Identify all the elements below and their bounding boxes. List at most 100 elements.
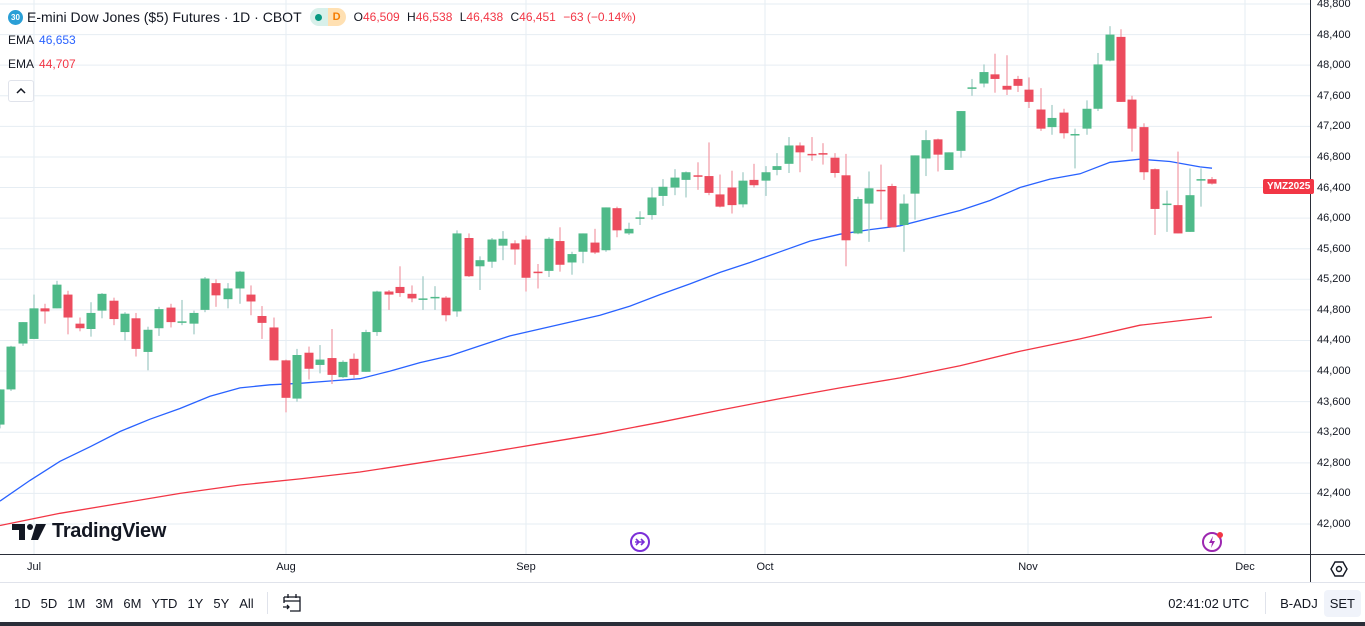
candle-body <box>715 194 725 207</box>
candle-body <box>384 291 394 295</box>
candle-body <box>795 145 805 153</box>
go-to-date-button[interactable] <box>276 589 308 617</box>
range-button-5d[interactable]: 5D <box>40 595 58 611</box>
candle-body <box>647 197 657 216</box>
candle-body <box>304 352 314 369</box>
candle-body <box>109 300 119 320</box>
candle-body <box>967 87 977 89</box>
high-label: H <box>407 10 416 24</box>
close-value: 46,451 <box>519 10 556 24</box>
candle-body <box>189 312 199 324</box>
candle-body <box>361 332 371 372</box>
candle-body <box>211 283 221 296</box>
candle-body <box>430 296 440 299</box>
settings-icon <box>1329 561 1348 577</box>
candle-body <box>223 288 233 300</box>
clock-timezone[interactable]: 02:41:02 UTC <box>1168 595 1250 611</box>
close-label: C <box>510 10 520 24</box>
candle-body <box>1196 179 1206 181</box>
candle-body <box>327 358 337 375</box>
open-label: O <box>353 10 363 24</box>
range-button-6m[interactable]: 6M <box>123 595 142 611</box>
earnings-event-icon[interactable] <box>1201 531 1223 553</box>
range-button-all[interactable]: All <box>239 595 254 611</box>
chart-settings-button[interactable] <box>1310 554 1365 583</box>
price-tick-label: 45,600 <box>1317 242 1351 255</box>
divider <box>1265 592 1267 614</box>
candle-body <box>1150 169 1160 209</box>
time-tick-label: Oct <box>756 561 774 573</box>
bottom-toolbar: 1D 5D 1M 3M 6M YTD 1Y 5Y All 02:41:02 UTC B-ADJ … <box>0 582 1365 623</box>
calendar-goto-icon <box>282 594 301 612</box>
date-range-buttons: 1D 5D 1M 3M 6M YTD 1Y 5Y All <box>9 589 259 617</box>
candle-body <box>567 254 577 263</box>
price-tick-label: 47,600 <box>1317 89 1351 102</box>
range-button-ytd[interactable]: YTD <box>151 595 178 611</box>
candle-body <box>590 242 600 253</box>
candle-body <box>407 293 417 299</box>
tradingview-logo-icon <box>12 523 46 540</box>
range-button-3m[interactable]: 3M <box>95 595 114 611</box>
time-tick-label: Dec <box>1235 561 1255 573</box>
price-tick-label: 46,400 <box>1317 181 1351 194</box>
candle-body <box>876 189 886 192</box>
chevron-up-icon <box>16 88 26 94</box>
range-button-1d[interactable]: 1D <box>14 595 31 611</box>
time-tick-label: Sep <box>516 561 536 573</box>
candle-body <box>990 74 1000 79</box>
collapse-legend-button[interactable] <box>8 80 34 102</box>
price-tick-label: 46,000 <box>1317 212 1351 225</box>
price-tick-label: 43,600 <box>1317 395 1351 408</box>
candle-body <box>338 361 348 378</box>
candle-body <box>1002 85 1012 90</box>
candle-body <box>1116 36 1126 102</box>
candle-body <box>887 186 897 228</box>
dividend-event-icon[interactable] <box>629 531 651 553</box>
time-axis[interactable]: Jul Aug Sep Oct Nov Dec <box>0 554 1310 583</box>
candle-body <box>75 323 85 329</box>
candle-body <box>1185 195 1195 232</box>
candle-body <box>292 355 302 399</box>
ohlc-values: O46,509 H46,538 L46,438 C46,451 −63 (−0.… <box>354 10 640 24</box>
candle-body <box>807 153 817 156</box>
indicator-value: 46,653 <box>39 33 76 47</box>
tradingview-logo[interactable]: TradingView <box>12 520 166 543</box>
price-chart[interactable] <box>0 0 1310 554</box>
candle-body <box>1162 203 1172 206</box>
candle-body <box>349 358 359 375</box>
price-axis[interactable]: 48,800 48,400 48,000 47,600 47,200 46,800 46,4… <box>1310 0 1365 555</box>
candle-body <box>738 180 748 205</box>
candle-body <box>63 294 73 318</box>
candle-body <box>624 228 634 234</box>
low-value: 46,438 <box>466 10 504 24</box>
candle-body <box>1024 89 1034 102</box>
logo-text: TradingView <box>52 520 167 542</box>
candle-body <box>281 360 291 398</box>
ticker-price-tag: YMZ2025 <box>1263 179 1315 194</box>
candle-body <box>899 203 909 225</box>
symbol-logo-icon: 30 <box>8 9 23 25</box>
range-button-1y[interactable]: 1Y <box>187 595 204 611</box>
session-toggle[interactable]: SET <box>1323 589 1361 617</box>
symbol-title[interactable]: E-mini Dow Jones ($5) Futures · 1D · CBO… <box>27 9 302 25</box>
candle-body <box>864 188 874 204</box>
range-button-5y[interactable]: 5Y <box>213 595 230 611</box>
market-status-badge[interactable]: D <box>309 8 346 26</box>
indicator-ema-fast[interactable]: EMA 46,653 <box>8 28 640 52</box>
candle-body <box>1093 64 1103 109</box>
candle-body <box>727 187 737 206</box>
candle-body <box>1173 205 1183 234</box>
candle-body <box>143 329 153 352</box>
candle-body <box>910 155 920 194</box>
candle-body <box>166 307 176 323</box>
price-tick-label: 48,800 <box>1317 0 1351 10</box>
candle-body <box>853 199 863 234</box>
back-adjust-toggle[interactable]: B-ADJ <box>1280 595 1318 611</box>
price-tick-label: 42,000 <box>1317 518 1351 530</box>
candle-body <box>521 239 531 278</box>
indicator-value: 44,707 <box>39 57 76 71</box>
indicator-ema-slow[interactable]: EMA 44,707 <box>8 52 640 76</box>
candle-body <box>0 389 5 425</box>
candle-body <box>1013 78 1023 86</box>
range-button-1m[interactable]: 1M <box>67 595 86 611</box>
